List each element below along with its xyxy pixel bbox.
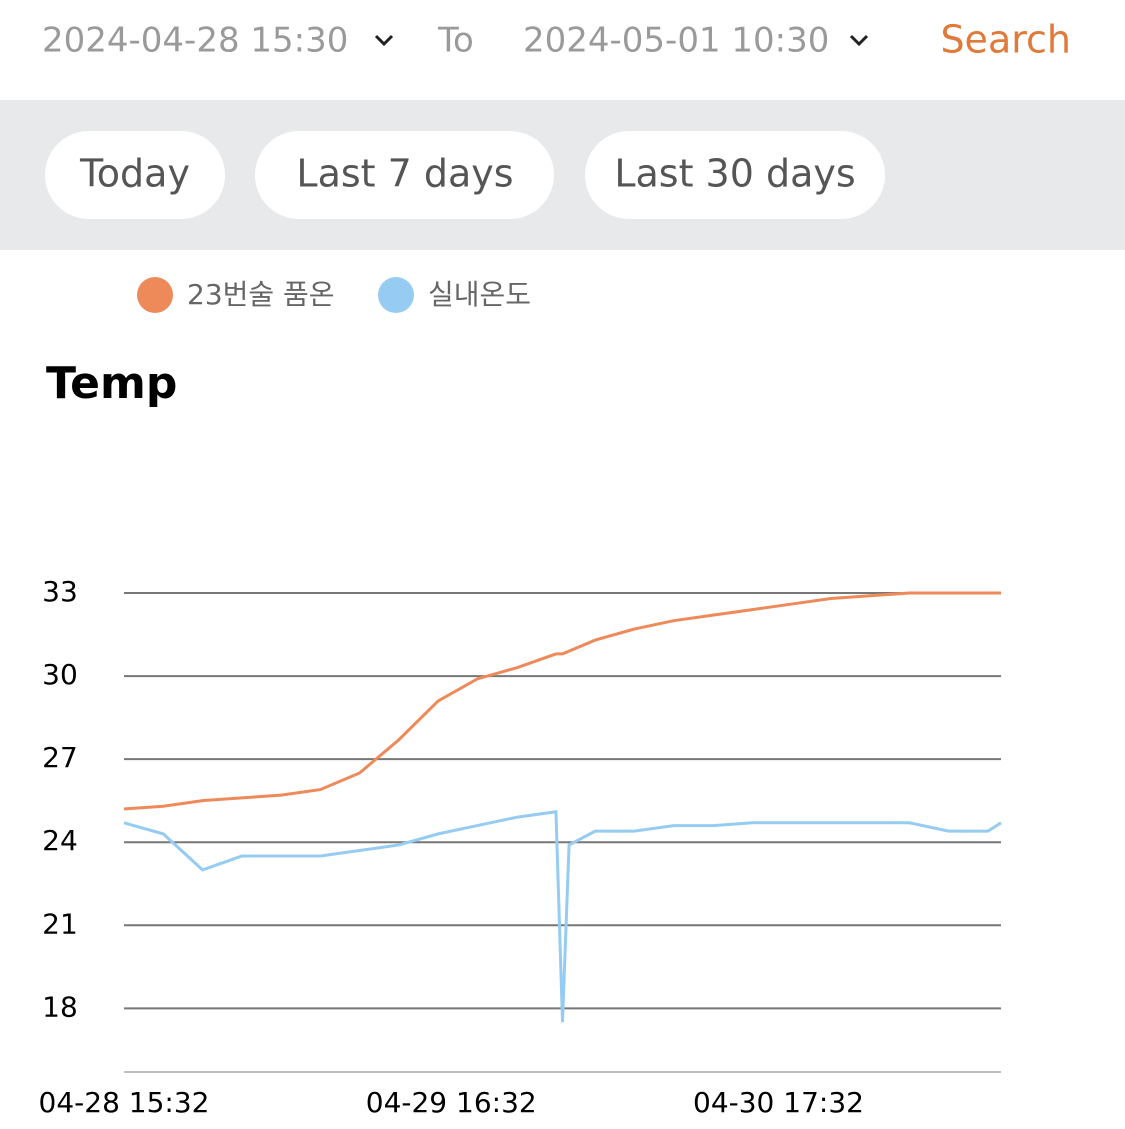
y-tick-label: 27 bbox=[42, 741, 78, 774]
y-tick-label: 21 bbox=[42, 907, 78, 940]
legend-swatch bbox=[137, 277, 173, 313]
y-tick-label: 30 bbox=[42, 658, 78, 691]
legend-label: 23번술 품온 bbox=[187, 278, 335, 311]
last7-button[interactable]: Last 7 days bbox=[296, 152, 513, 196]
y-tick-label: 24 bbox=[42, 824, 78, 857]
search-button[interactable]: Search bbox=[940, 18, 1071, 62]
chevron[interactable] bbox=[849, 34, 869, 47]
y-tick-label: 33 bbox=[42, 575, 78, 608]
legend-label: 실내온도 bbox=[428, 278, 531, 311]
button-bg[interactable] bbox=[585, 131, 885, 219]
button-bg[interactable] bbox=[45, 131, 225, 219]
start-date[interactable]: 2024-04-28 15:30 bbox=[42, 21, 348, 61]
x-tick-label: 04-30 17:32 bbox=[693, 1086, 864, 1119]
chart-title: Temp bbox=[46, 358, 177, 409]
x-tick-label: 04-28 15:32 bbox=[39, 1086, 210, 1119]
x-tick-label: 04-29 16:32 bbox=[366, 1086, 537, 1119]
last30-button[interactable]: Last 30 days bbox=[614, 152, 855, 196]
chevron[interactable] bbox=[374, 34, 394, 47]
legend-swatch bbox=[378, 277, 414, 313]
series-line bbox=[123, 591, 1001, 811]
end-date[interactable]: 2024-05-01 10:30 bbox=[523, 21, 829, 61]
button-bg[interactable] bbox=[255, 131, 554, 219]
series-line bbox=[123, 810, 1002, 1023]
to-label: To bbox=[437, 21, 474, 61]
today-button[interactable]: Today bbox=[79, 152, 190, 196]
y-tick-label: 18 bbox=[42, 990, 78, 1023]
